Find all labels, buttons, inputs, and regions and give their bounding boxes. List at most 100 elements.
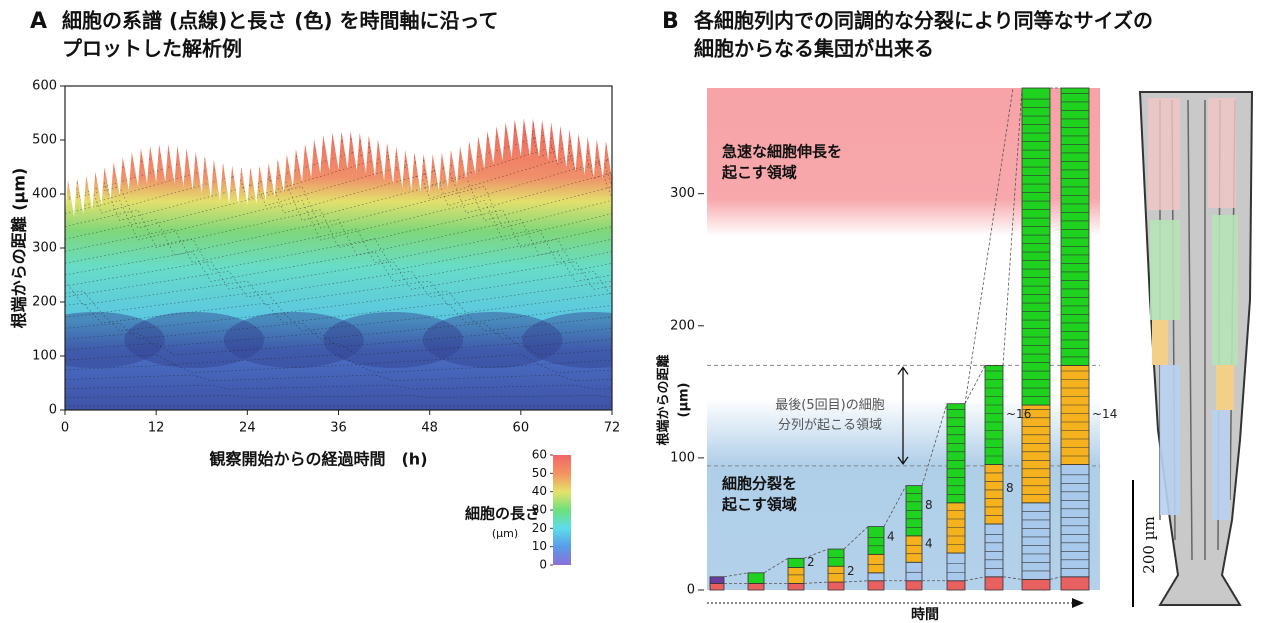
- lineage-trace: [65, 118, 612, 137]
- lineage-connector: [964, 87, 1014, 404]
- time-arrowhead: [1072, 598, 1084, 608]
- lineage-trace: [65, 228, 612, 264]
- y-tick-label: 300: [32, 241, 57, 256]
- panel-letter: B: [662, 9, 679, 34]
- bar-segment: [984, 576, 1004, 591]
- lineage-trace: [65, 167, 612, 214]
- colorbar-tick-label: 30: [532, 503, 547, 517]
- bar-segment: [867, 580, 885, 591]
- reference-label: 分列が起こる領域: [778, 417, 882, 433]
- region-label: 細胞分裂を: [722, 475, 797, 493]
- count-label: 4: [887, 530, 895, 544]
- colorbar-tick-label: 50: [532, 466, 547, 480]
- panel-title: 細胞からなる集団が出来る: [694, 37, 934, 61]
- lineage-connector: [723, 572, 749, 578]
- lineage-connector: [921, 403, 948, 486]
- bar-segment: [787, 567, 805, 584]
- x-tick-label: 60: [513, 421, 530, 436]
- lineage-trace: [65, 302, 612, 324]
- x-tick-label: 12: [148, 421, 165, 436]
- bar-segment: [747, 572, 765, 584]
- bar-segment: [827, 581, 845, 591]
- lineage-connector: [1002, 576, 1023, 580]
- bar-segment: [905, 535, 923, 563]
- colorbar-tick-label: 0: [539, 558, 547, 572]
- lineage-connector: [964, 365, 986, 404]
- lineage-trace: [65, 384, 612, 390]
- y-axis-label: 根端からの距離 (µm): [10, 168, 29, 329]
- cells-pink: [1208, 98, 1236, 208]
- lineage-trace: [65, 354, 612, 365]
- x-axis-label: 観察開始からの経過時間 (h): [209, 450, 427, 469]
- y-tick-label: 400: [32, 187, 57, 202]
- count-label: ~16: [1006, 407, 1031, 421]
- lineage-trace: [65, 157, 612, 207]
- colorbar-label: 細胞の長さ: [465, 505, 540, 523]
- bar-segment: [827, 565, 845, 583]
- heat-patch: [223, 312, 364, 368]
- colorbar-unit: (µm): [492, 527, 518, 540]
- heat-patch: [65, 312, 165, 368]
- x-tick-label: 24: [239, 421, 256, 436]
- lineage-trace: [65, 185, 612, 229]
- y-tick-label: 100: [670, 450, 695, 465]
- lineage-trace: [65, 219, 612, 256]
- bar-segment: [709, 576, 725, 584]
- bar-segment: [1060, 87, 1090, 366]
- colorbar: [553, 455, 571, 565]
- cells-green: [1150, 220, 1180, 320]
- y-axis-label: (µm): [677, 383, 692, 418]
- reference-label: 最後(5回目)の細胞: [775, 398, 884, 413]
- bar-segment: [905, 561, 923, 582]
- lineage-trace: [65, 322, 612, 340]
- bar-segment: [1021, 502, 1051, 580]
- count-label: ~14: [1092, 407, 1117, 421]
- x-tick-label: 0: [61, 421, 69, 436]
- lineage-trace: [65, 118, 612, 165]
- count-label: 4: [925, 536, 933, 550]
- bar-segment: [1060, 365, 1090, 465]
- colorbar-tick-label: 20: [532, 521, 547, 535]
- colorbar-tick-label: 60: [532, 448, 547, 462]
- lineage-trace: [65, 176, 612, 221]
- count-label: 2: [807, 555, 815, 569]
- bar-segment: [946, 580, 966, 591]
- x-axis-label: 時間: [911, 606, 939, 623]
- lineage-trace: [65, 312, 612, 332]
- panel-title: プロットした解析例: [62, 37, 242, 61]
- bar-segment: [905, 485, 923, 537]
- bar-segment: [946, 552, 966, 582]
- lineage-connector: [1002, 87, 1023, 366]
- panel-title: 各細胞列内での同調的な分裂により同等なサイズの: [693, 9, 1153, 33]
- bar-segment: [1060, 576, 1090, 591]
- bar-segment: [946, 403, 966, 504]
- y-axis-label: 根端からの距離: [656, 354, 672, 445]
- lineage-trace: [65, 261, 612, 290]
- bar-segment: [1021, 404, 1051, 504]
- cells-pink: [1148, 98, 1180, 210]
- lineage-connector: [1049, 576, 1062, 580]
- y-tick-label: 500: [32, 133, 57, 148]
- colorbar-tick-label: 10: [532, 539, 547, 553]
- cells-green: [1212, 215, 1238, 365]
- y-tick-label: 200: [670, 318, 695, 333]
- bar-segment: [1021, 579, 1051, 591]
- lineage-trace: [65, 118, 612, 144]
- lineage-connector: [964, 576, 986, 582]
- reference-arrow: [897, 366, 909, 465]
- lineage-connector: [883, 485, 907, 527]
- lineage-trace: [65, 332, 612, 348]
- y-tick-label: 100: [32, 349, 57, 364]
- count-label: 8: [1006, 481, 1014, 495]
- heat-patch: [522, 312, 612, 368]
- count-label: 2: [847, 564, 855, 578]
- x-tick-label: 72: [604, 421, 621, 436]
- region-label: 起こす領域: [721, 163, 797, 181]
- bar-segment: [867, 572, 885, 582]
- lineage-trace: [65, 118, 612, 158]
- cells-orange: [1152, 320, 1168, 365]
- lineage-trace: [65, 133, 612, 187]
- bar-segment: [1021, 87, 1051, 406]
- bar-segment: [984, 523, 1004, 578]
